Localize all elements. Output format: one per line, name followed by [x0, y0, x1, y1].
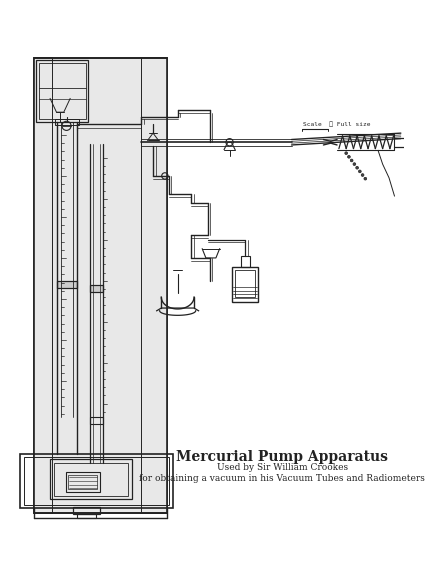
Bar: [241, 256, 249, 267]
Circle shape: [350, 159, 353, 162]
Bar: [235, 270, 255, 297]
Circle shape: [358, 170, 361, 173]
Text: for obtaining a vacuum in his Vacuum Tubes and Radiometers: for obtaining a vacuum in his Vacuum Tub…: [140, 474, 425, 483]
Bar: [20, 454, 173, 509]
Bar: [34, 58, 167, 513]
Circle shape: [356, 166, 358, 169]
Text: Used by Sir William Crookes: Used by Sir William Crookes: [217, 463, 348, 472]
Bar: [73, 507, 100, 514]
Bar: [34, 58, 52, 513]
Bar: [78, 514, 96, 518]
Circle shape: [348, 156, 350, 158]
Bar: [66, 472, 100, 492]
Bar: [232, 267, 258, 302]
Bar: [39, 63, 85, 119]
Bar: [50, 459, 132, 499]
Bar: [23, 457, 170, 505]
Bar: [90, 418, 103, 424]
Text: Scale  ⎯ Full size: Scale ⎯ Full size: [303, 121, 371, 127]
Bar: [58, 281, 77, 288]
Bar: [90, 285, 103, 291]
Bar: [54, 463, 128, 496]
Bar: [90, 285, 103, 291]
Circle shape: [353, 163, 356, 165]
Circle shape: [361, 174, 364, 176]
Circle shape: [345, 152, 348, 154]
Text: Mercurial Pump Apparatus: Mercurial Pump Apparatus: [176, 450, 389, 464]
Bar: [58, 281, 77, 288]
Bar: [36, 60, 88, 122]
Bar: [68, 475, 97, 490]
Bar: [34, 58, 167, 513]
Circle shape: [364, 177, 367, 180]
Bar: [141, 58, 167, 513]
Bar: [54, 119, 79, 125]
